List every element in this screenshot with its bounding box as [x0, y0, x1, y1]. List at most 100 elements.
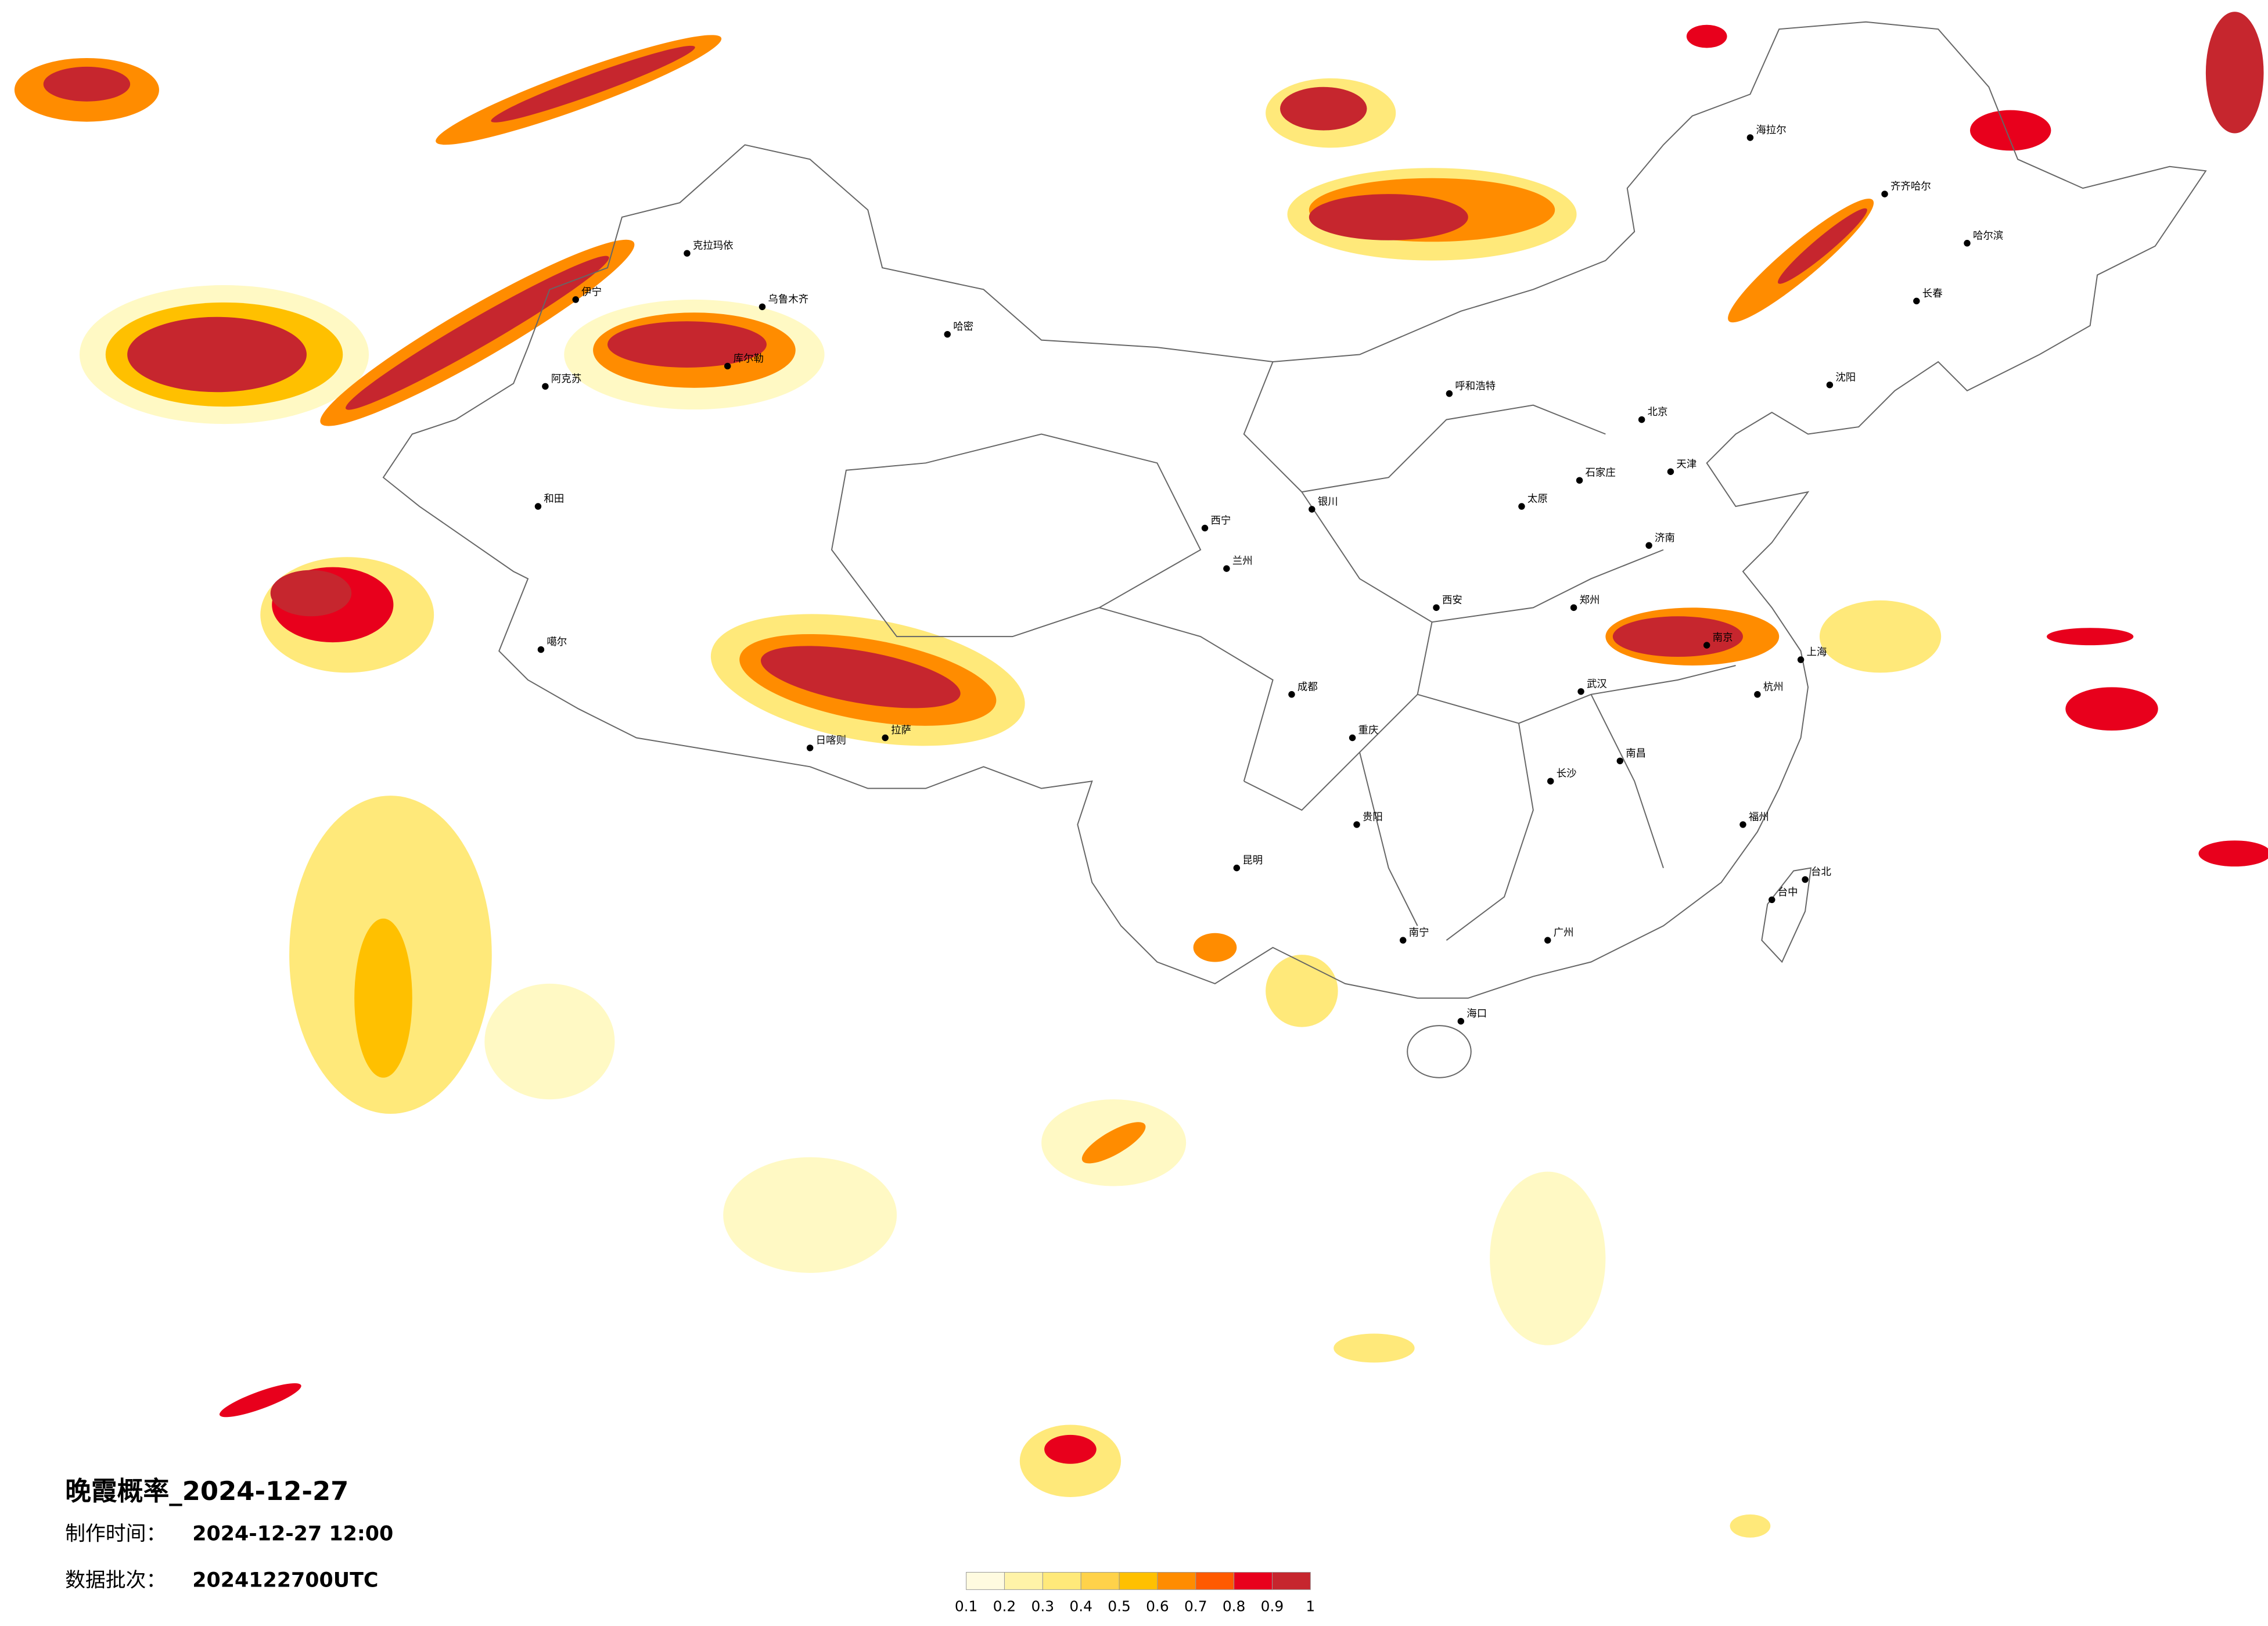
- city-label: 噶尔: [547, 636, 567, 648]
- city-label: 海口: [1467, 1008, 1487, 1020]
- city-label: 乌鲁木齐: [768, 294, 808, 305]
- country-border: [382, 21, 2207, 999]
- city-label: 日喀则: [816, 735, 846, 746]
- borders: [382, 21, 2207, 1078]
- blob: [1309, 194, 1468, 240]
- blob: [491, 45, 695, 123]
- city-dot: [1797, 656, 1805, 663]
- city-label: 哈尔滨: [1973, 230, 2003, 242]
- legend-label: 0.4: [1069, 1598, 1092, 1615]
- city-label: 兰州: [1232, 556, 1253, 567]
- city-label: 南京: [1713, 632, 1733, 644]
- blob: [1081, 1122, 1146, 1164]
- city-dot: [542, 383, 549, 390]
- city-dot: [1457, 1017, 1465, 1025]
- legend-label: 0.9: [1261, 1598, 1284, 1615]
- city-dot: [1201, 524, 1209, 532]
- made-label: 制作时间：: [65, 1523, 166, 1546]
- city-label: 西安: [1442, 595, 1462, 606]
- legend-swatch: [1271, 1571, 1311, 1590]
- blob: [1490, 1171, 1606, 1346]
- blob: [2046, 628, 2134, 646]
- legend-label: 0.8: [1223, 1598, 1246, 1615]
- city-label: 台中: [1778, 887, 1798, 898]
- city-label: 克拉玛依: [693, 240, 734, 252]
- city-dot: [1645, 542, 1652, 549]
- city-label: 长沙: [1557, 768, 1577, 780]
- city-dot: [1616, 757, 1624, 765]
- legend-swatch: [1042, 1571, 1081, 1590]
- probability-field: [14, 12, 2268, 1538]
- city-label: 南昌: [1626, 748, 1646, 760]
- city-label: 哈密: [953, 321, 973, 333]
- city-label: 呼和浩特: [1455, 380, 1496, 392]
- city-label: 济南: [1655, 533, 1675, 544]
- legend-swatch: [1004, 1571, 1043, 1590]
- blob: [2198, 840, 2268, 867]
- taiwan: [1761, 867, 1812, 963]
- city-dot: [1754, 691, 1761, 698]
- hainan: [1407, 1025, 1472, 1078]
- blob: [1193, 933, 1237, 962]
- city-dot: [1881, 190, 1888, 197]
- city-dot: [806, 744, 814, 751]
- city-label: 西宁: [1210, 515, 1231, 527]
- blob: [354, 918, 412, 1078]
- blob: [346, 256, 609, 410]
- city-label: 广州: [1554, 927, 1574, 939]
- city-dot: [1349, 734, 1356, 742]
- city-label: 上海: [1807, 647, 1827, 659]
- city-dot: [1802, 876, 1809, 883]
- blob: [1266, 955, 1338, 1027]
- blob: [1778, 208, 1867, 284]
- blob: [1280, 87, 1367, 131]
- legend-swatch: [1080, 1571, 1120, 1590]
- city-label: 台北: [1811, 866, 1831, 878]
- legend-label: 0.3: [1031, 1598, 1055, 1615]
- city-dot: [1433, 604, 1440, 611]
- city-label: 齐齐哈尔: [1890, 181, 1931, 193]
- batch: 2024122700UTC: [192, 1569, 378, 1592]
- legend-swatch: [1234, 1571, 1273, 1590]
- city-dot: [1703, 642, 1710, 649]
- blob: [607, 321, 767, 368]
- legend-label: 0.6: [1146, 1598, 1169, 1615]
- blob: [219, 1383, 301, 1418]
- city-dot: [1544, 937, 1551, 944]
- city-label: 天津: [1676, 459, 1696, 470]
- blob: [1686, 24, 1727, 48]
- city-dot: [1223, 565, 1230, 572]
- city-dot: [1769, 896, 1775, 904]
- blob: [1730, 1514, 1771, 1538]
- city-label: 重庆: [1358, 725, 1379, 736]
- city-dot: [1353, 821, 1360, 828]
- city-label: 库尔勒: [734, 353, 764, 365]
- city-label: 和田: [544, 494, 564, 505]
- city-label: 伊宁: [581, 286, 602, 298]
- blob: [723, 1157, 897, 1273]
- city-dot: [1576, 477, 1583, 484]
- city-label: 沈阳: [1835, 372, 1856, 383]
- city-dot: [1518, 503, 1525, 510]
- blob: [1969, 110, 2051, 151]
- city-dot: [1570, 604, 1577, 611]
- city-dot: [1746, 134, 1754, 141]
- city-dot: [724, 362, 731, 370]
- city-label: 太原: [1527, 494, 1548, 505]
- city-label: 郑州: [1580, 595, 1600, 606]
- city-dot: [684, 250, 691, 257]
- city-dot: [759, 303, 766, 311]
- blob: [760, 646, 961, 708]
- city-label: 长春: [1922, 288, 1943, 300]
- city-label: 福州: [1749, 811, 1769, 823]
- city-label: 贵阳: [1363, 811, 1383, 823]
- legend-label: 0.2: [993, 1598, 1016, 1615]
- blob: [1612, 616, 1743, 657]
- batch-label: 数据批次：: [65, 1569, 166, 1592]
- city-label: 拉萨: [891, 725, 911, 736]
- legend-label: 0.7: [1184, 1598, 1207, 1615]
- made-time: 2024-12-27 12:00: [192, 1523, 393, 1546]
- city-dot: [1739, 821, 1746, 828]
